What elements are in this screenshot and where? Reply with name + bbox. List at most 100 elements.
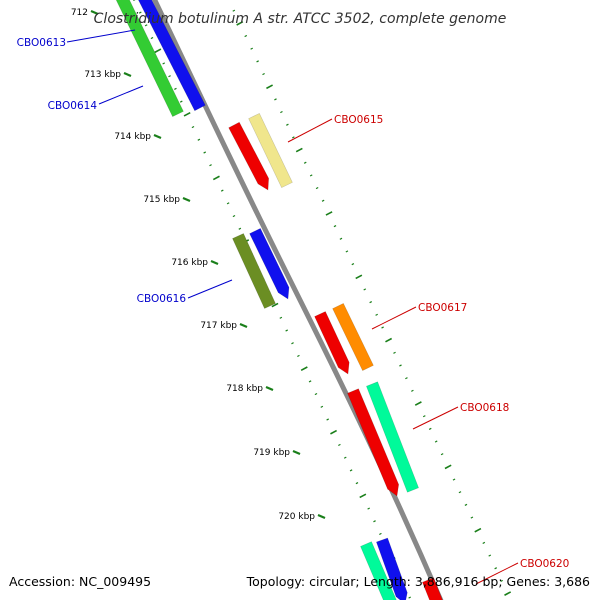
scale-minor-tick	[309, 174, 313, 177]
gene-leader-line	[66, 29, 136, 43]
scale-minor-tick	[369, 301, 373, 304]
scale-minor-tick	[367, 507, 371, 510]
scale-minor-tick	[286, 123, 289, 126]
gene-feature-red-strand[interactable]	[314, 311, 350, 375]
scale-minor-tick	[232, 214, 236, 218]
kbp-tick-mark	[182, 196, 191, 203]
scale-minor-tick	[314, 392, 318, 396]
gene-feature-blue-strand[interactable]	[249, 227, 290, 300]
scale-minor-tick	[291, 342, 294, 345]
scale-minor-tick	[285, 329, 289, 332]
scale-minor-tick	[326, 418, 330, 421]
scale-minor-tick	[244, 34, 248, 38]
gene-feature-red-strand[interactable]	[228, 121, 270, 191]
gene-label-cbo0614[interactable]: CBO0614	[48, 100, 98, 112]
scale-minor-tick	[422, 415, 426, 418]
gene-label-cbo0620[interactable]: CBO0620	[520, 558, 569, 570]
kbp-tick-mark	[210, 259, 219, 266]
scale-minor-tick	[408, 596, 412, 599]
gene-leader-line	[412, 406, 459, 430]
scale-minor-tick	[144, 24, 148, 27]
gene-feature-spring-lower[interactable]	[360, 541, 398, 600]
scale-minor-tick	[482, 541, 486, 544]
scale-minor-tick	[355, 482, 359, 485]
scale-minor-tick	[279, 316, 283, 319]
gene-label-cbo0616[interactable]: CBO0616	[137, 293, 187, 305]
scale-minor-tick	[381, 326, 384, 329]
map-title: Clostridium botulinum A str. ATCC 3502, …	[94, 11, 507, 27]
gene-feature-cbo0615[interactable]	[248, 112, 293, 189]
scale-minor-tick	[399, 364, 402, 367]
scale-minor-tick	[320, 405, 324, 408]
scale-minor-tick	[321, 199, 325, 202]
scale-major-tick	[154, 48, 162, 54]
scale-minor-tick	[220, 189, 224, 192]
scale-minor-tick	[428, 427, 432, 430]
gene-leader-line	[98, 85, 144, 105]
scale-major-tick	[212, 175, 220, 181]
scale-minor-tick	[375, 313, 378, 316]
accession-text: Accession: NC_009495	[9, 574, 151, 589]
scale-minor-tick	[209, 164, 212, 167]
gene-label-cbo0617[interactable]: CBO0617	[418, 302, 467, 314]
scale-minor-tick	[345, 250, 349, 253]
scale-minor-tick	[291, 136, 295, 139]
scale-minor-tick	[373, 520, 376, 523]
kbp-tick-mark	[239, 322, 248, 329]
scale-major-tick	[474, 527, 482, 533]
gene-feature-blue-lower[interactable]	[376, 537, 408, 600]
scale-minor-tick	[256, 60, 259, 63]
scale-major-tick	[271, 302, 279, 308]
scale-minor-tick	[351, 263, 355, 266]
gene-label-cbo0615[interactable]: CBO0615	[334, 114, 383, 126]
gene-label-cbo0613[interactable]: CBO0613	[17, 37, 66, 49]
scale-minor-tick	[162, 62, 166, 65]
scale-minor-tick	[458, 491, 462, 494]
scale-minor-tick	[488, 554, 492, 557]
scale-minor-tick	[308, 380, 312, 383]
scale-minor-tick	[315, 186, 319, 190]
gene-feature-cbo0617[interactable]	[332, 302, 374, 372]
genome-backbone	[151, 0, 444, 600]
kbp-tick-label: 717 kbp	[200, 321, 237, 331]
scale-minor-tick	[262, 72, 265, 76]
gene-feature-cbo0613[interactable]	[135, 0, 206, 112]
scale-minor-tick	[405, 377, 408, 380]
scale-major-tick	[183, 111, 191, 117]
gene-feature-cbo0618[interactable]	[366, 381, 419, 493]
kbp-tick-label: 713 kbp	[84, 70, 121, 80]
scale-minor-tick	[363, 288, 367, 291]
scale-minor-tick	[434, 440, 438, 443]
scale-minor-tick	[232, 9, 236, 12]
scale-minor-tick	[500, 579, 503, 583]
scale-minor-tick	[197, 138, 201, 141]
scale-minor-tick	[343, 456, 347, 459]
scale-major-tick	[504, 591, 512, 596]
scale-minor-tick	[174, 87, 177, 90]
gene-feature-red-strand[interactable]	[347, 388, 400, 497]
kbp-tick-mark	[292, 449, 301, 456]
scale-minor-tick	[191, 125, 195, 129]
topology-text: Topology: circular; Length: 3,886,916 bp…	[246, 574, 590, 589]
scale-minor-tick	[150, 36, 154, 40]
gene-feature-cbo0614[interactable]	[113, 0, 184, 118]
scale-minor-tick	[168, 75, 171, 78]
scale-minor-tick	[138, 11, 142, 14]
scale-minor-tick	[379, 532, 382, 536]
kbp-tick-mark	[317, 513, 326, 520]
scale-minor-tick	[250, 47, 254, 50]
gene-leader-line	[287, 118, 333, 143]
gene-feature-cbo0616[interactable]	[232, 233, 276, 309]
scale-major-tick	[236, 21, 244, 26]
kbp-tick-mark	[265, 385, 274, 392]
kbp-tick-mark	[90, 9, 99, 16]
scale-major-tick	[300, 366, 308, 372]
scale-major-tick	[295, 147, 303, 153]
scale-minor-tick	[339, 237, 343, 240]
scale-minor-tick	[179, 100, 183, 103]
kbp-tick-label: 712	[71, 8, 88, 18]
feature-layer	[113, 0, 445, 600]
gene-label-cbo0618[interactable]: CBO0618	[460, 402, 509, 414]
gene-feature-cbo0620[interactable]	[422, 577, 445, 600]
scale-minor-tick	[226, 202, 230, 205]
